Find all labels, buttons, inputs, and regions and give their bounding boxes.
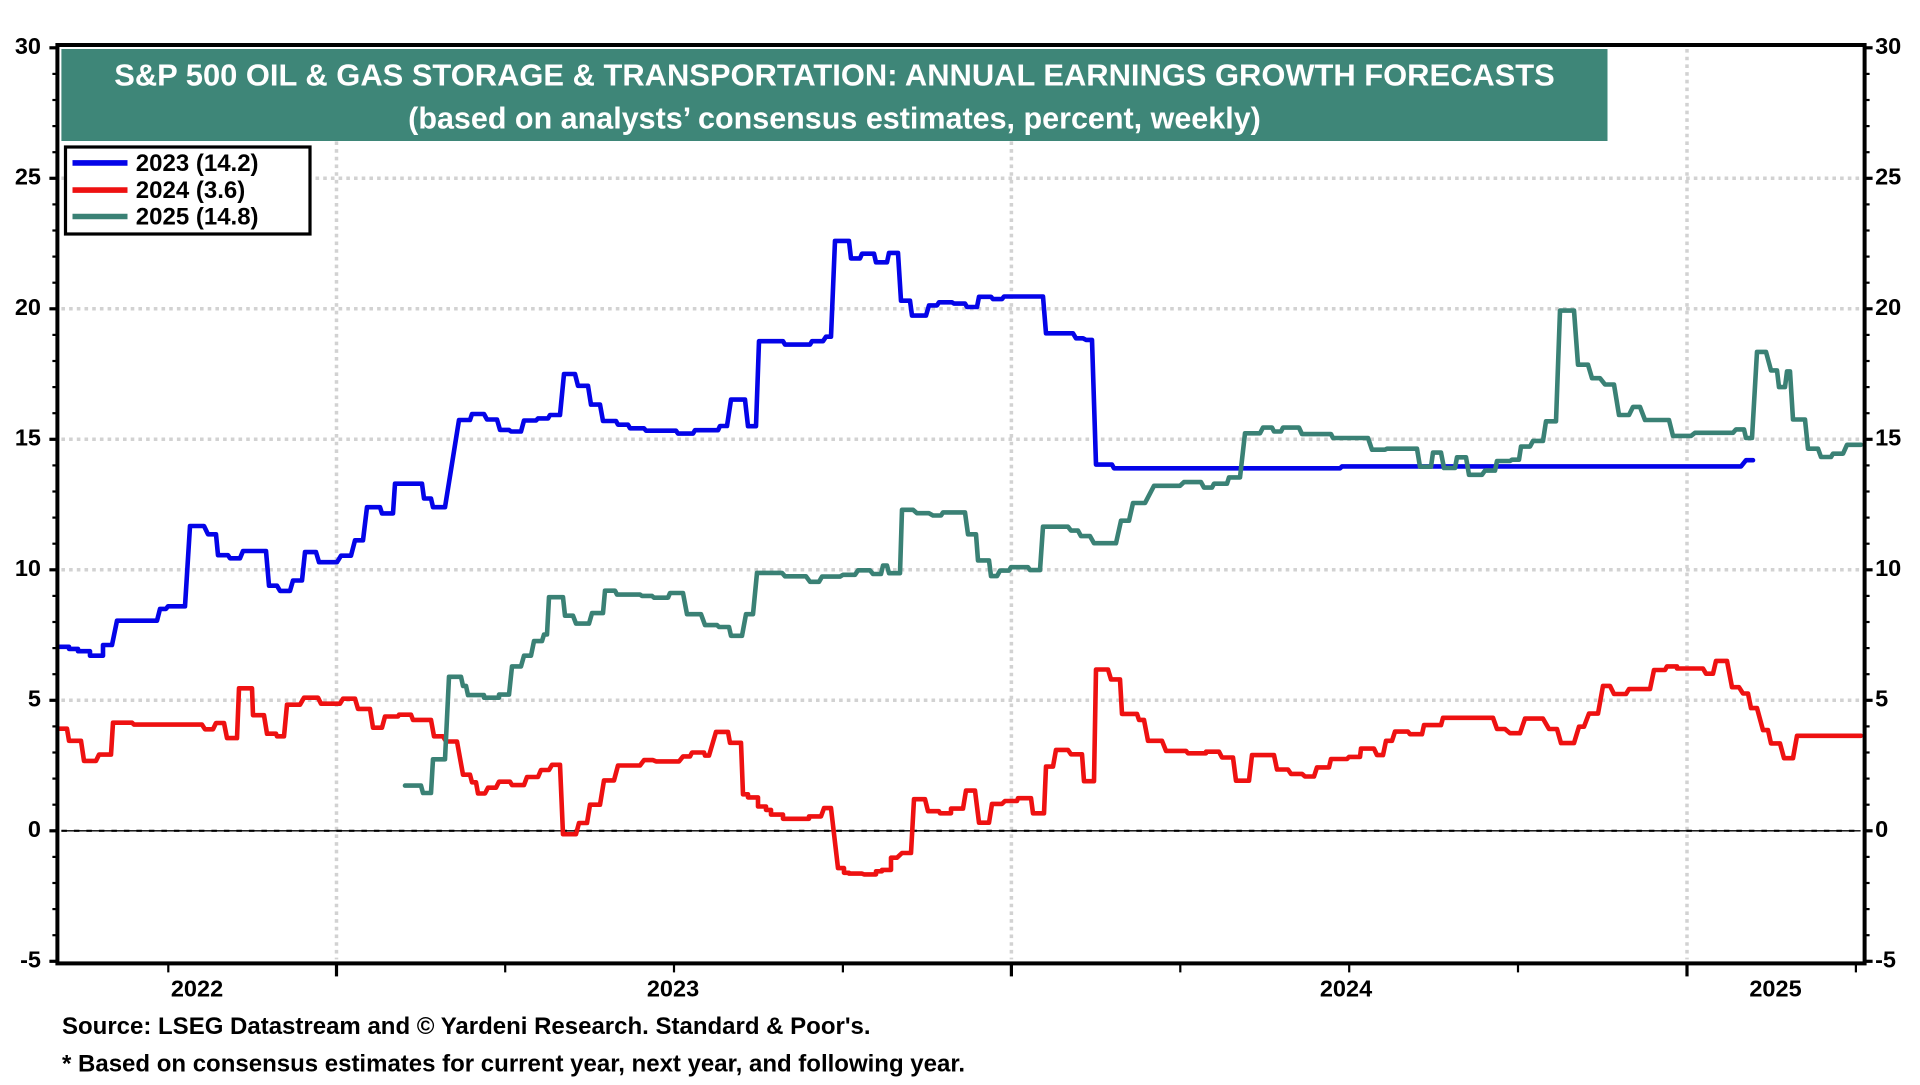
svg-text:15: 15 [1875, 425, 1901, 451]
svg-text:2023 (14.2): 2023 (14.2) [136, 150, 259, 177]
svg-text:-5: -5 [20, 947, 41, 973]
svg-text:(based on analysts’ consensus: (based on analysts’ consensus estimates,… [408, 102, 1261, 136]
svg-text:5: 5 [28, 686, 41, 712]
svg-text:2024: 2024 [1320, 976, 1372, 1002]
svg-text:30: 30 [15, 33, 41, 59]
svg-text:2025: 2025 [1749, 976, 1801, 1002]
svg-text:30: 30 [1875, 33, 1901, 59]
svg-text:-5: -5 [1875, 947, 1896, 973]
svg-text:2025 (14.8): 2025 (14.8) [136, 204, 259, 231]
svg-text:2023: 2023 [647, 976, 699, 1002]
svg-text:2022: 2022 [171, 976, 223, 1002]
svg-text:5: 5 [1875, 686, 1888, 712]
svg-text:0: 0 [1875, 816, 1888, 842]
svg-text:10: 10 [1875, 555, 1901, 581]
svg-text:10: 10 [15, 555, 41, 581]
svg-text:20: 20 [1875, 294, 1901, 320]
svg-text:S&P 500 OIL & GAS STORAGE & TR: S&P 500 OIL & GAS STORAGE & TRANSPORTATI… [114, 58, 1555, 93]
svg-text:2024 (3.6): 2024 (3.6) [136, 177, 245, 204]
svg-text:Source: LSEG Datastream and ©: Source: LSEG Datastream and © Yardeni Re… [62, 1013, 871, 1040]
svg-text:0: 0 [28, 816, 41, 842]
svg-text:25: 25 [15, 164, 41, 190]
svg-text:25: 25 [1875, 164, 1901, 190]
svg-text:15: 15 [15, 425, 41, 451]
svg-text:* Based on consensus estimates: * Based on consensus estimates for curre… [62, 1051, 965, 1078]
svg-text:20: 20 [15, 294, 41, 320]
